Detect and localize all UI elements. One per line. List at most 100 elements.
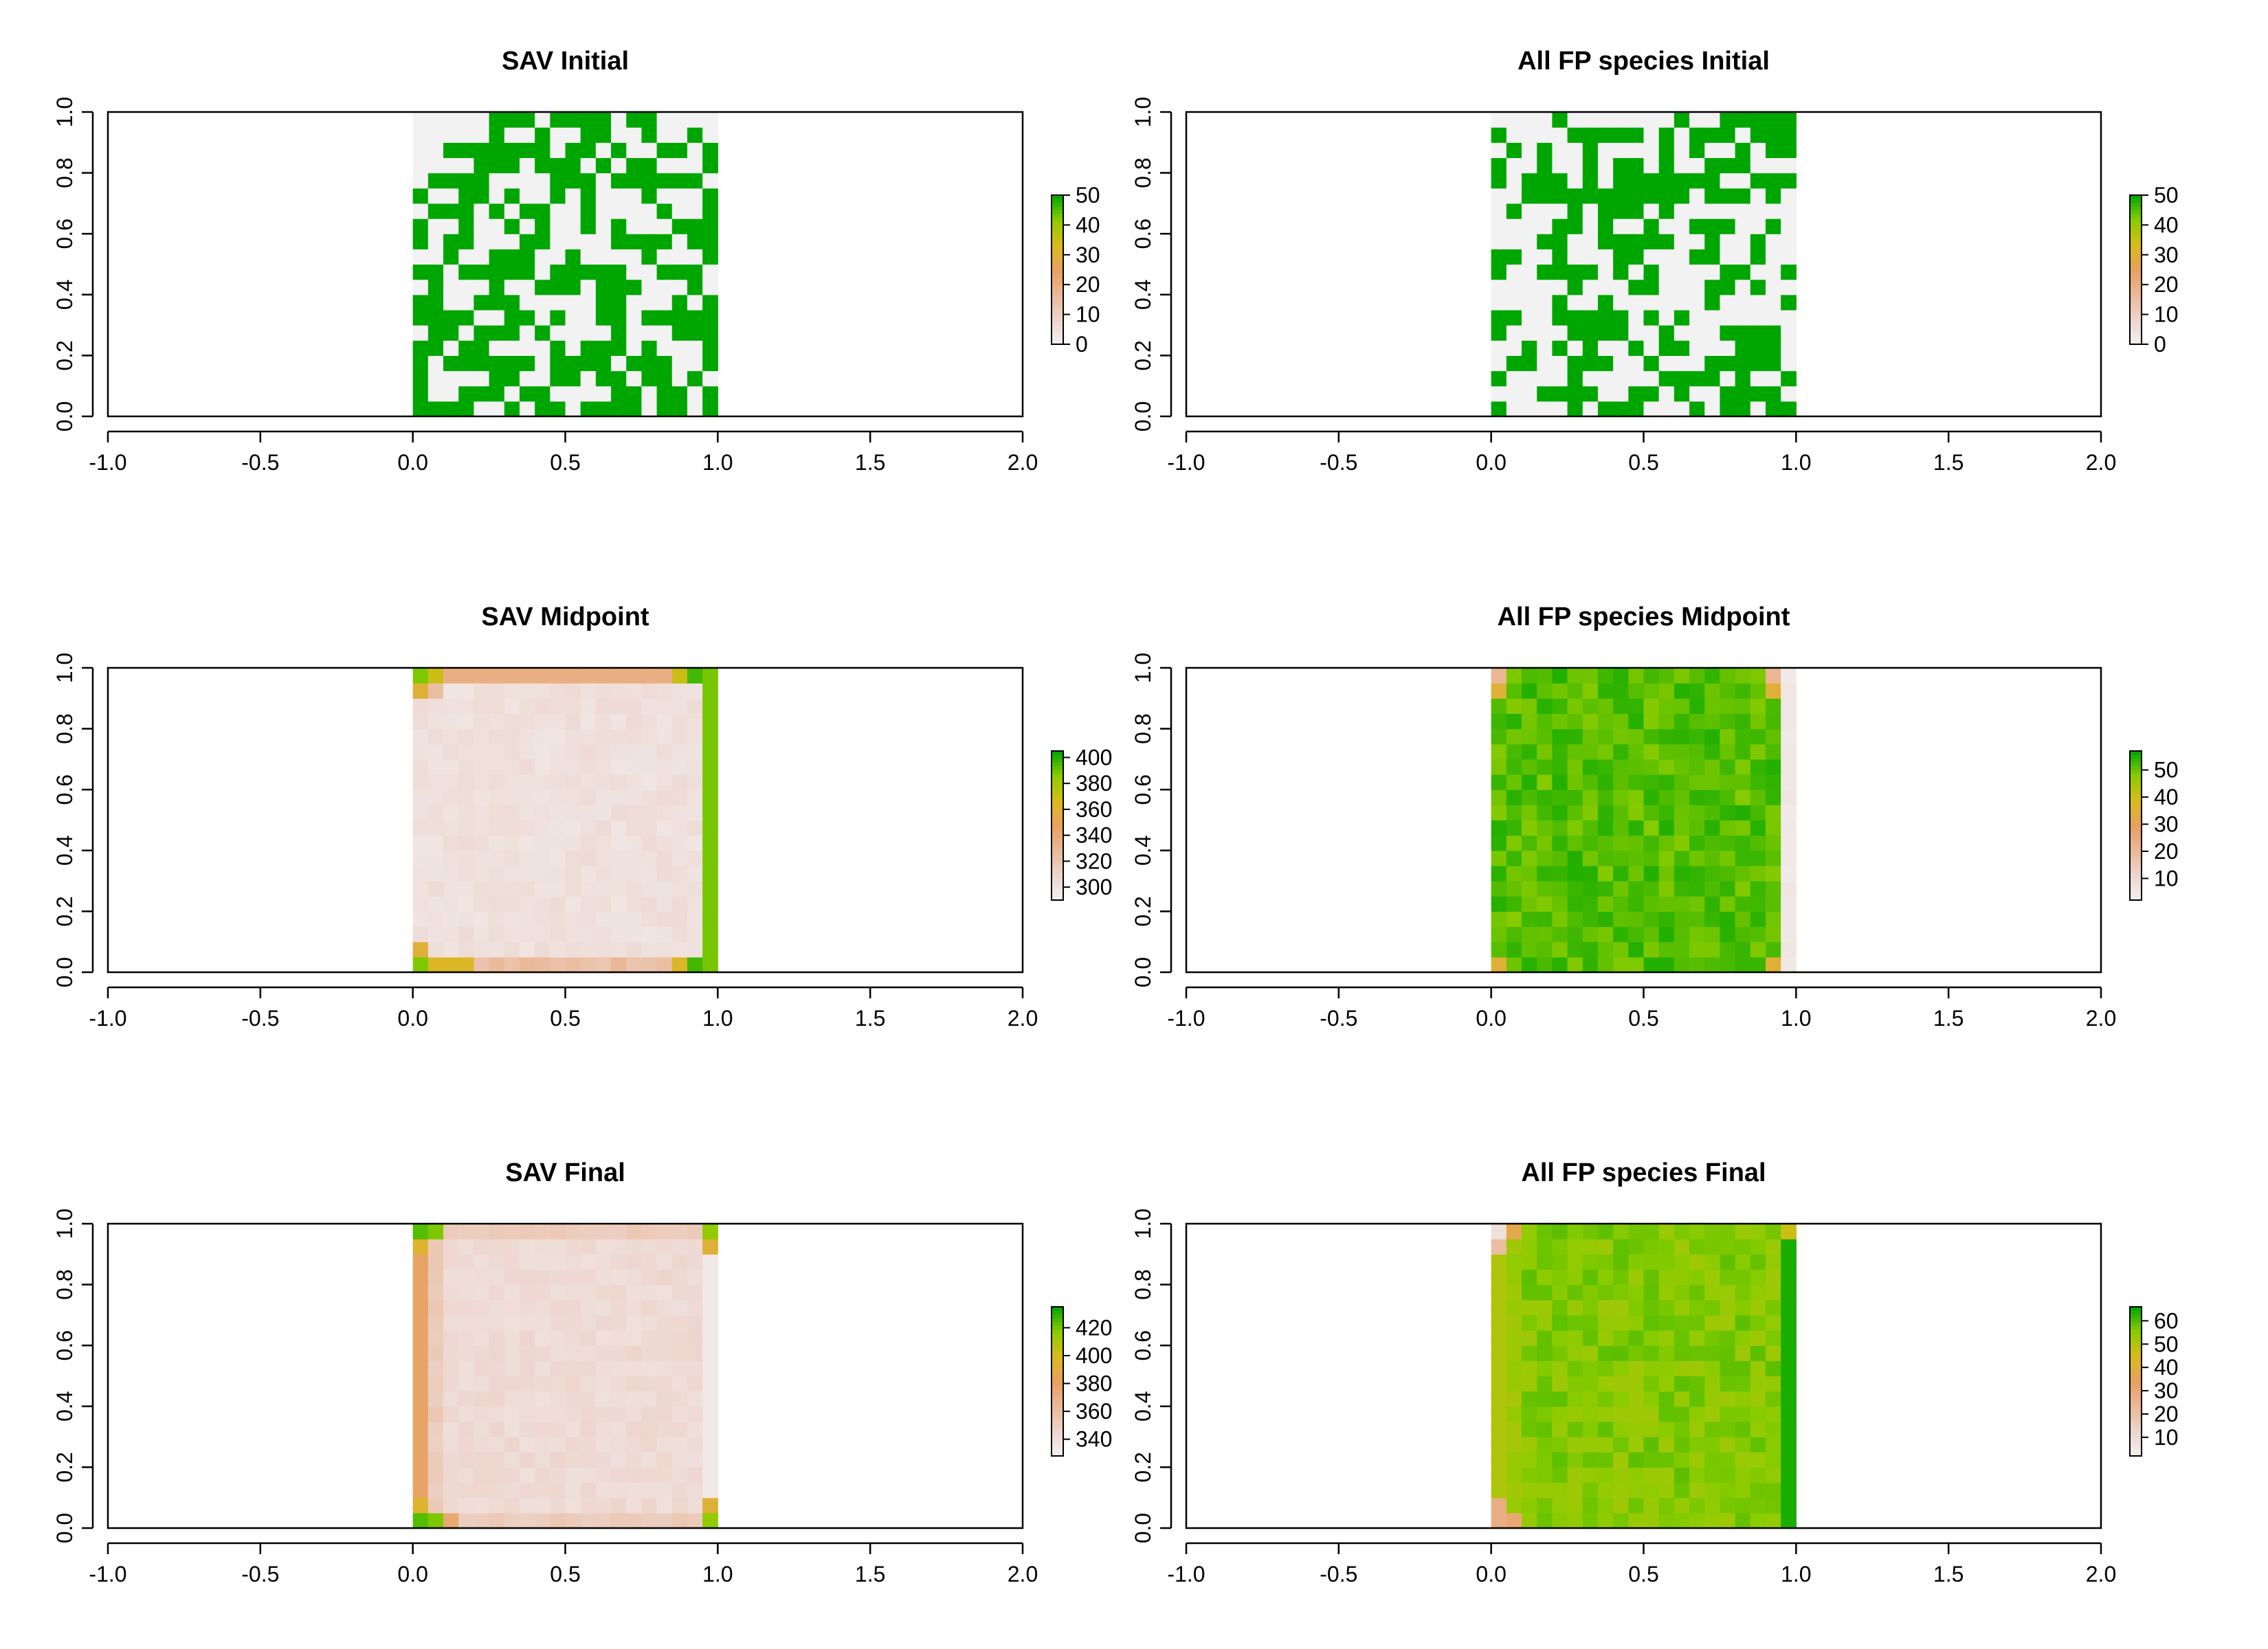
legend-color-step: [1052, 243, 1063, 248]
heatmap-cell: [1674, 234, 1690, 249]
heatmap-cell: [412, 1467, 429, 1483]
heatmap-cell: [671, 1330, 688, 1346]
heatmap-cell: [656, 1360, 673, 1377]
legend-color-step: [2130, 833, 2142, 838]
heatmap-cell: [565, 1391, 581, 1407]
legend-color-step: [2130, 277, 2142, 282]
heatmap-cell: [1674, 1467, 1690, 1483]
heatmap-cell: [550, 1512, 566, 1529]
heatmap-cell: [1674, 926, 1690, 943]
heatmap-cell: [1689, 1299, 1705, 1316]
legend-color-step: [1052, 1373, 1063, 1378]
heatmap-cell: [1582, 835, 1599, 851]
heatmap-cell: [1491, 1376, 1507, 1392]
x-tick-label: 0.5: [1628, 450, 1658, 475]
heatmap-cell: [427, 355, 444, 372]
heatmap-cell: [1582, 1512, 1599, 1529]
heatmap-cell: [1506, 865, 1522, 882]
heatmap-cell: [535, 789, 551, 805]
heatmap-cell: [1613, 865, 1629, 882]
heatmap-cell: [671, 911, 688, 928]
legend-frame: [1051, 194, 1064, 345]
heatmap-cell: [504, 1497, 520, 1514]
heatmap-cell: [1750, 759, 1766, 775]
heatmap-cell: [1643, 1437, 1660, 1452]
heatmap-cell: [489, 1330, 505, 1346]
heatmap-cell: [565, 309, 581, 326]
heatmap-cell: [1704, 728, 1721, 745]
heatmap-cell: [626, 1497, 643, 1514]
heatmap-cell: [1765, 112, 1781, 128]
plot-frame: [1185, 666, 2102, 974]
heatmap-cell: [595, 1224, 612, 1239]
heatmap-cell: [504, 355, 520, 372]
heatmap-cell: [474, 157, 490, 174]
heatmap-cell: [1750, 713, 1766, 730]
heatmap-cell: [1750, 112, 1766, 128]
heatmap-cell: [1735, 157, 1751, 174]
legend-color-step: [2130, 784, 2142, 789]
heatmap-cell: [1522, 385, 1537, 402]
heatmap-cell: [550, 127, 566, 143]
heatmap-cell: [1628, 172, 1645, 189]
heatmap-cell: [1582, 805, 1599, 821]
heatmap-cell: [611, 203, 627, 219]
heatmap-cell: [489, 1467, 505, 1483]
heatmap-cell: [687, 789, 703, 805]
heatmap-cell: [671, 1452, 688, 1468]
heatmap-cell: [427, 1391, 444, 1407]
heatmap-cell: [1750, 1345, 1766, 1361]
heatmap-cell: [519, 1254, 535, 1270]
legend-color-step: [2130, 1332, 2142, 1337]
y-tick-label: 0.2: [52, 896, 77, 926]
heatmap-cell: [565, 1467, 581, 1483]
heatmap-cell: [427, 1239, 444, 1255]
heatmap-cell: [1597, 234, 1614, 249]
legend-color-step: [2130, 885, 2142, 890]
heatmap-cell: [1658, 1391, 1675, 1407]
legend-color-step: [2130, 888, 2142, 893]
heatmap-cell: [671, 203, 688, 219]
heatmap-cell: [535, 1497, 551, 1514]
heatmap-cell: [1674, 1512, 1690, 1529]
heatmap-cell: [1735, 370, 1751, 387]
heatmap-cell: [641, 789, 658, 805]
heatmap-cell: [1582, 896, 1599, 912]
heatmap-cell: [1781, 142, 1797, 159]
legend-color-step: [2130, 269, 2142, 274]
heatmap-cell: [443, 340, 459, 356]
heatmap-cell: [412, 188, 429, 204]
heatmap-cell: [611, 743, 627, 760]
heatmap-cell: [1643, 820, 1660, 836]
heatmap-cell: [550, 713, 566, 730]
heatmap-cell: [504, 728, 520, 745]
heatmap-cell: [1582, 881, 1599, 897]
heatmap-cell: [458, 309, 474, 326]
legend-color-step: [2130, 1329, 2142, 1334]
heatmap-cell: [626, 1512, 643, 1529]
heatmap-cell: [1628, 249, 1645, 265]
heatmap-cell: [1765, 370, 1781, 387]
heatmap-cell: [1491, 279, 1507, 295]
heatmap-cell: [1720, 789, 1736, 805]
heatmap-cell: [474, 1254, 490, 1270]
heatmap-cell: [671, 142, 688, 159]
heatmap-cell: [626, 1299, 643, 1316]
heatmap-cell: [550, 881, 566, 897]
heatmap-cell: [427, 1299, 444, 1316]
heatmap-cell: [626, 1224, 643, 1239]
heatmap-cell: [1643, 1406, 1660, 1422]
x-tick-label: 2.0: [1008, 450, 1038, 475]
heatmap-cell: [656, 142, 673, 159]
heatmap-cell: [1613, 774, 1629, 790]
heatmap-cell: [687, 881, 703, 897]
heatmap-cell: [550, 1452, 566, 1468]
heatmap-cell: [656, 911, 673, 928]
heatmap-cell: [1537, 234, 1553, 249]
heatmap-cell: [626, 820, 643, 836]
heatmap-cell: [1658, 279, 1675, 295]
heatmap-cell: [595, 1376, 612, 1392]
legend-tick-label: 10: [1076, 302, 1100, 327]
heatmap-cell: [443, 850, 459, 866]
heatmap-cell: [1537, 683, 1553, 699]
